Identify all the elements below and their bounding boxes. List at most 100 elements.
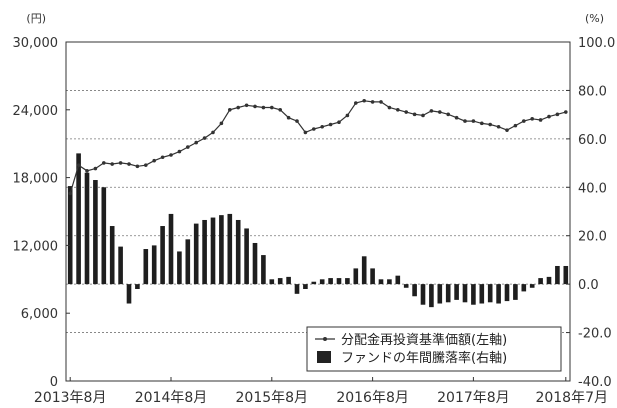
line-point	[396, 108, 400, 112]
bar	[479, 284, 485, 304]
bar	[437, 284, 443, 304]
bar	[135, 284, 140, 289]
right-tick-label: 0.0	[578, 278, 599, 293]
x-tick-label: 2015年8月	[236, 390, 309, 406]
line-series	[68, 98, 568, 196]
bar	[319, 279, 325, 285]
bar	[378, 279, 384, 285]
line-point	[488, 122, 493, 127]
line-point	[152, 158, 156, 163]
line-point	[127, 162, 131, 166]
bar	[143, 249, 149, 285]
bar	[118, 246, 123, 285]
line-point	[118, 161, 123, 165]
left-tick-label: 18,000	[13, 172, 59, 187]
x-tick-label: 2013年8月	[34, 390, 107, 406]
bar	[387, 279, 392, 285]
x-tick-label: 2014年8月	[135, 390, 208, 406]
line-point	[446, 112, 451, 117]
line-point	[354, 101, 358, 105]
line-point	[320, 124, 325, 129]
bar	[420, 284, 426, 305]
line-point	[270, 105, 274, 110]
line-point	[530, 117, 534, 121]
line-point	[76, 163, 81, 167]
bar	[76, 153, 81, 285]
line-point	[261, 105, 266, 110]
left-axis-unit: (円)	[26, 12, 46, 25]
right-tick-label: 60.0	[578, 133, 607, 148]
line-point	[564, 110, 568, 114]
bar	[563, 265, 569, 285]
line-point	[169, 153, 173, 157]
bar	[67, 186, 73, 285]
line-point	[295, 119, 299, 123]
line-point	[345, 113, 350, 118]
bar	[84, 172, 90, 285]
bar	[336, 278, 342, 285]
line-point	[454, 115, 459, 120]
line-point	[286, 115, 291, 120]
bar	[109, 226, 115, 285]
line-point	[278, 108, 283, 112]
line-point	[244, 103, 249, 108]
bar	[93, 180, 98, 285]
bar	[311, 281, 317, 285]
right-tick-label: -40.0	[578, 375, 612, 390]
bar	[177, 251, 182, 285]
bar	[286, 276, 291, 285]
bar	[361, 256, 367, 285]
line-point	[421, 113, 425, 118]
bar	[403, 284, 409, 288]
bar	[429, 284, 434, 308]
bar	[185, 239, 191, 285]
line-point	[370, 100, 375, 104]
line-point	[236, 105, 240, 110]
bar	[513, 284, 518, 300]
line-point	[379, 100, 383, 104]
series-line	[69, 100, 566, 194]
left-tick-label: 6,000	[21, 307, 58, 322]
line-point	[496, 124, 501, 129]
line-point	[312, 127, 316, 131]
grid-lines	[66, 90, 570, 333]
x-tick-label: 2018年7月	[535, 390, 608, 406]
bar	[555, 265, 560, 285]
bar	[504, 284, 510, 302]
line-point	[110, 162, 114, 166]
line-point	[144, 163, 148, 167]
line-point	[102, 161, 106, 165]
bar	[546, 276, 552, 285]
bar	[521, 284, 527, 292]
line-point	[480, 121, 484, 126]
bar	[202, 219, 207, 285]
bar	[252, 242, 258, 285]
bar	[538, 278, 543, 285]
bar	[193, 223, 199, 285]
bar	[277, 278, 283, 285]
bar	[261, 255, 266, 285]
line-point	[362, 98, 367, 103]
line-point	[387, 105, 392, 110]
axis-ticks: 30,000 24,000 18,000 12,000 6,000 0 100.0 80.0 6…	[13, 36, 616, 406]
bar	[412, 284, 417, 297]
bar	[219, 215, 224, 285]
line-point	[93, 166, 98, 171]
line-point	[85, 169, 89, 173]
bar	[101, 187, 107, 285]
bar	[303, 284, 308, 289]
line-point	[177, 149, 182, 154]
line-point	[471, 119, 476, 123]
line-point	[253, 104, 257, 109]
bar	[210, 217, 216, 285]
bar	[126, 284, 132, 304]
line-point	[429, 109, 434, 113]
bar	[328, 278, 333, 285]
line-point	[463, 119, 467, 123]
line-point	[219, 121, 224, 126]
legend-label-line: 分配金再投資基準価額(左軸)	[341, 332, 507, 348]
line-point	[547, 114, 551, 119]
line-point	[555, 112, 560, 117]
x-tick-label: 2016年8月	[336, 390, 409, 406]
